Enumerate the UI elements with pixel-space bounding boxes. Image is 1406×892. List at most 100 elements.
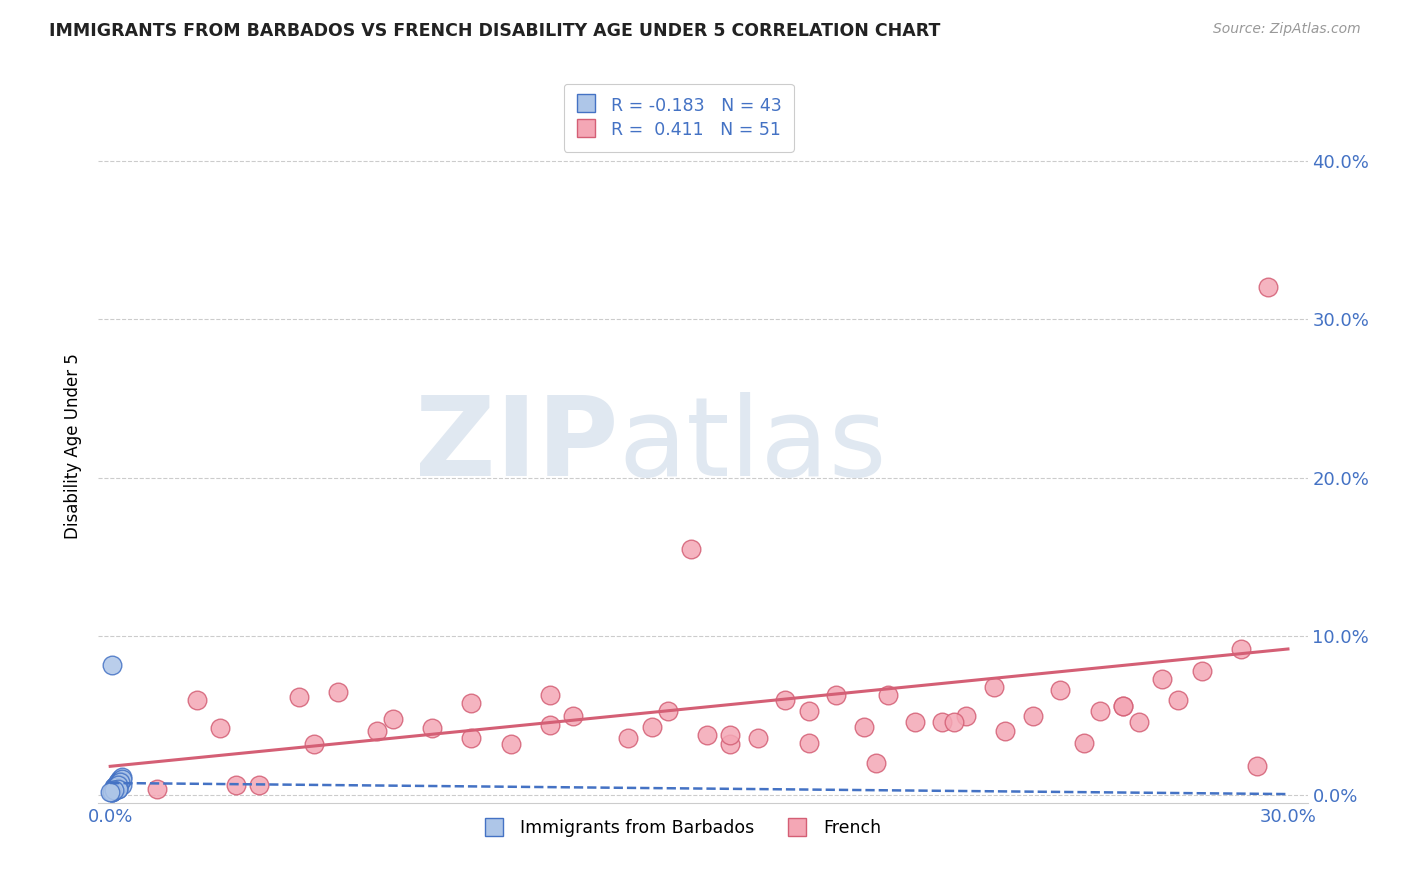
Point xyxy=(105,780,128,794)
Point xyxy=(420,721,443,735)
Point xyxy=(747,731,769,745)
Point xyxy=(720,728,742,742)
Point xyxy=(103,783,125,797)
Point xyxy=(1191,664,1213,678)
Point xyxy=(876,688,898,702)
Point xyxy=(617,731,640,745)
Point xyxy=(108,772,131,786)
Point xyxy=(460,696,482,710)
Point xyxy=(955,708,977,723)
Point xyxy=(797,704,820,718)
Point xyxy=(1112,699,1135,714)
Point xyxy=(103,783,125,797)
Point xyxy=(107,777,129,791)
Point xyxy=(797,735,820,749)
Point xyxy=(111,778,134,792)
Point xyxy=(225,778,247,792)
Point xyxy=(107,778,129,792)
Text: ZIP: ZIP xyxy=(415,392,619,500)
Point xyxy=(304,737,326,751)
Point xyxy=(98,785,121,799)
Point xyxy=(111,772,134,786)
Point xyxy=(641,720,664,734)
Point xyxy=(943,714,966,729)
Point xyxy=(852,720,875,734)
Point xyxy=(108,775,131,789)
Point xyxy=(107,778,129,792)
Point xyxy=(105,781,128,796)
Y-axis label: Disability Age Under 5: Disability Age Under 5 xyxy=(63,353,82,539)
Point xyxy=(931,714,953,729)
Point xyxy=(186,692,208,706)
Point xyxy=(983,680,1005,694)
Point xyxy=(825,688,848,702)
Point xyxy=(657,704,679,718)
Point xyxy=(247,778,270,792)
Point xyxy=(107,775,129,789)
Point xyxy=(105,780,128,794)
Point xyxy=(107,775,129,789)
Point xyxy=(108,773,131,788)
Point xyxy=(562,708,585,723)
Point xyxy=(103,783,125,797)
Point xyxy=(1230,642,1253,657)
Point xyxy=(107,777,129,791)
Point xyxy=(103,781,125,796)
Point xyxy=(146,781,169,796)
Point xyxy=(103,781,125,796)
Point xyxy=(1088,704,1111,718)
Point xyxy=(366,724,388,739)
Point xyxy=(107,777,129,791)
Point xyxy=(460,731,482,745)
Point xyxy=(326,685,349,699)
Point xyxy=(904,714,927,729)
Point xyxy=(209,721,232,735)
Point xyxy=(107,781,129,796)
Legend: Immigrants from Barbados, French: Immigrants from Barbados, French xyxy=(470,813,889,844)
Text: atlas: atlas xyxy=(619,392,887,500)
Point xyxy=(381,712,404,726)
Point xyxy=(101,785,124,799)
Point xyxy=(103,783,125,797)
Point xyxy=(994,724,1017,739)
Point xyxy=(108,773,131,788)
Point xyxy=(105,778,128,792)
Point xyxy=(538,718,561,732)
Point xyxy=(720,737,742,751)
Point xyxy=(105,781,128,796)
Point xyxy=(103,783,125,797)
Point xyxy=(103,781,125,796)
Point xyxy=(103,781,125,796)
Point xyxy=(1128,714,1150,729)
Point xyxy=(101,657,124,672)
Point xyxy=(103,783,125,797)
Point xyxy=(499,737,522,751)
Point xyxy=(1167,692,1189,706)
Point xyxy=(103,780,125,794)
Point xyxy=(111,771,134,785)
Point xyxy=(287,690,309,704)
Point xyxy=(101,785,124,799)
Point xyxy=(865,756,887,771)
Point xyxy=(1073,735,1095,749)
Point xyxy=(696,728,718,742)
Point xyxy=(1152,672,1174,686)
Point xyxy=(1049,683,1071,698)
Point xyxy=(103,783,125,797)
Point xyxy=(775,692,797,706)
Point xyxy=(538,688,561,702)
Point xyxy=(1246,759,1268,773)
Point xyxy=(107,781,129,796)
Point xyxy=(103,783,125,797)
Point xyxy=(105,781,128,796)
Point xyxy=(107,780,129,794)
Text: IMMIGRANTS FROM BARBADOS VS FRENCH DISABILITY AGE UNDER 5 CORRELATION CHART: IMMIGRANTS FROM BARBADOS VS FRENCH DISAB… xyxy=(49,22,941,40)
Point xyxy=(101,785,124,799)
Point xyxy=(103,780,125,794)
Point xyxy=(105,780,128,794)
Text: Source: ZipAtlas.com: Source: ZipAtlas.com xyxy=(1213,22,1361,37)
Point xyxy=(1112,699,1135,714)
Point xyxy=(1022,708,1045,723)
Point xyxy=(681,542,703,557)
Point xyxy=(1257,280,1279,294)
